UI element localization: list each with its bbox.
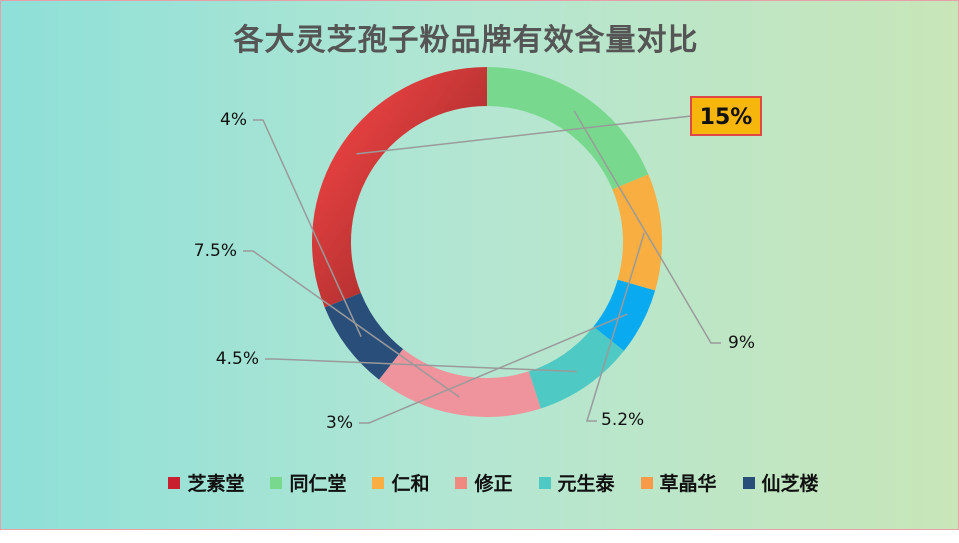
chart-frame: 各大灵芝孢子粉品牌有效含量对比 15% 9% 5.2% 3% 4.5% 7.5% 4% 芝素… bbox=[0, 0, 959, 530]
donut-slice-0 bbox=[312, 67, 488, 308]
legend-label: 草晶华 bbox=[659, 473, 717, 495]
donut-slice-1 bbox=[487, 67, 649, 190]
highlight-label-box bbox=[690, 96, 762, 136]
legend-item-6: 仙芝楼 bbox=[742, 469, 819, 496]
data-label-2: 5.2% bbox=[601, 410, 644, 430]
data-label-3: 3% bbox=[326, 413, 353, 433]
legend-item-0: 芝素堂 bbox=[168, 469, 244, 496]
legend-item-3: 修正 bbox=[455, 469, 513, 496]
leader-line-5 bbox=[243, 250, 460, 398]
legend-swatch bbox=[372, 476, 385, 489]
donut-slice-6 bbox=[324, 292, 404, 380]
legend-item-5: 草晶华 bbox=[640, 469, 717, 496]
donut-slice-2 bbox=[612, 174, 662, 291]
legend-swatch bbox=[640, 476, 653, 489]
data-label-0: 15% bbox=[700, 105, 753, 130]
donut-slice-4 bbox=[528, 326, 624, 409]
leader-line-3 bbox=[359, 313, 628, 424]
chart-title: 各大灵芝孢子粉品牌有效含量对比 bbox=[233, 23, 699, 58]
data-label-6: 4% bbox=[220, 110, 247, 130]
leader-line-4 bbox=[265, 358, 577, 373]
legend-label: 修正 bbox=[474, 473, 513, 495]
legend-label: 同仁堂 bbox=[289, 473, 347, 495]
legend-swatch bbox=[538, 476, 551, 489]
legend-swatch bbox=[270, 476, 283, 489]
data-label-5: 7.5% bbox=[194, 241, 237, 261]
leader-line-6 bbox=[253, 119, 362, 337]
legend-swatch bbox=[742, 476, 755, 489]
legend-label: 芝素堂 bbox=[187, 473, 245, 495]
data-label-4: 4.5% bbox=[216, 349, 259, 369]
legend-swatch bbox=[168, 476, 181, 489]
donut-chart: 15% 9% 5.2% 3% 4.5% 7.5% 4% bbox=[194, 67, 762, 433]
legend-item-1: 同仁堂 bbox=[270, 469, 346, 496]
data-label-1: 9% bbox=[728, 333, 755, 353]
legend-item-4: 元生泰 bbox=[538, 469, 615, 496]
legend-item-2: 仁和 bbox=[372, 469, 429, 496]
leader-line-1 bbox=[573, 110, 721, 344]
donut-slice-5 bbox=[378, 348, 541, 417]
legend-swatch bbox=[455, 476, 468, 489]
legend: 芝素堂 同仁堂 仁和 修正 元生泰 草晶华 仙芝楼 bbox=[1, 469, 958, 496]
legend-label: 仙芝楼 bbox=[761, 473, 819, 495]
leader-line-2 bbox=[585, 232, 645, 422]
legend-label: 仁和 bbox=[391, 473, 430, 495]
leader-line-0 bbox=[356, 115, 692, 155]
legend-label: 元生泰 bbox=[557, 473, 615, 495]
